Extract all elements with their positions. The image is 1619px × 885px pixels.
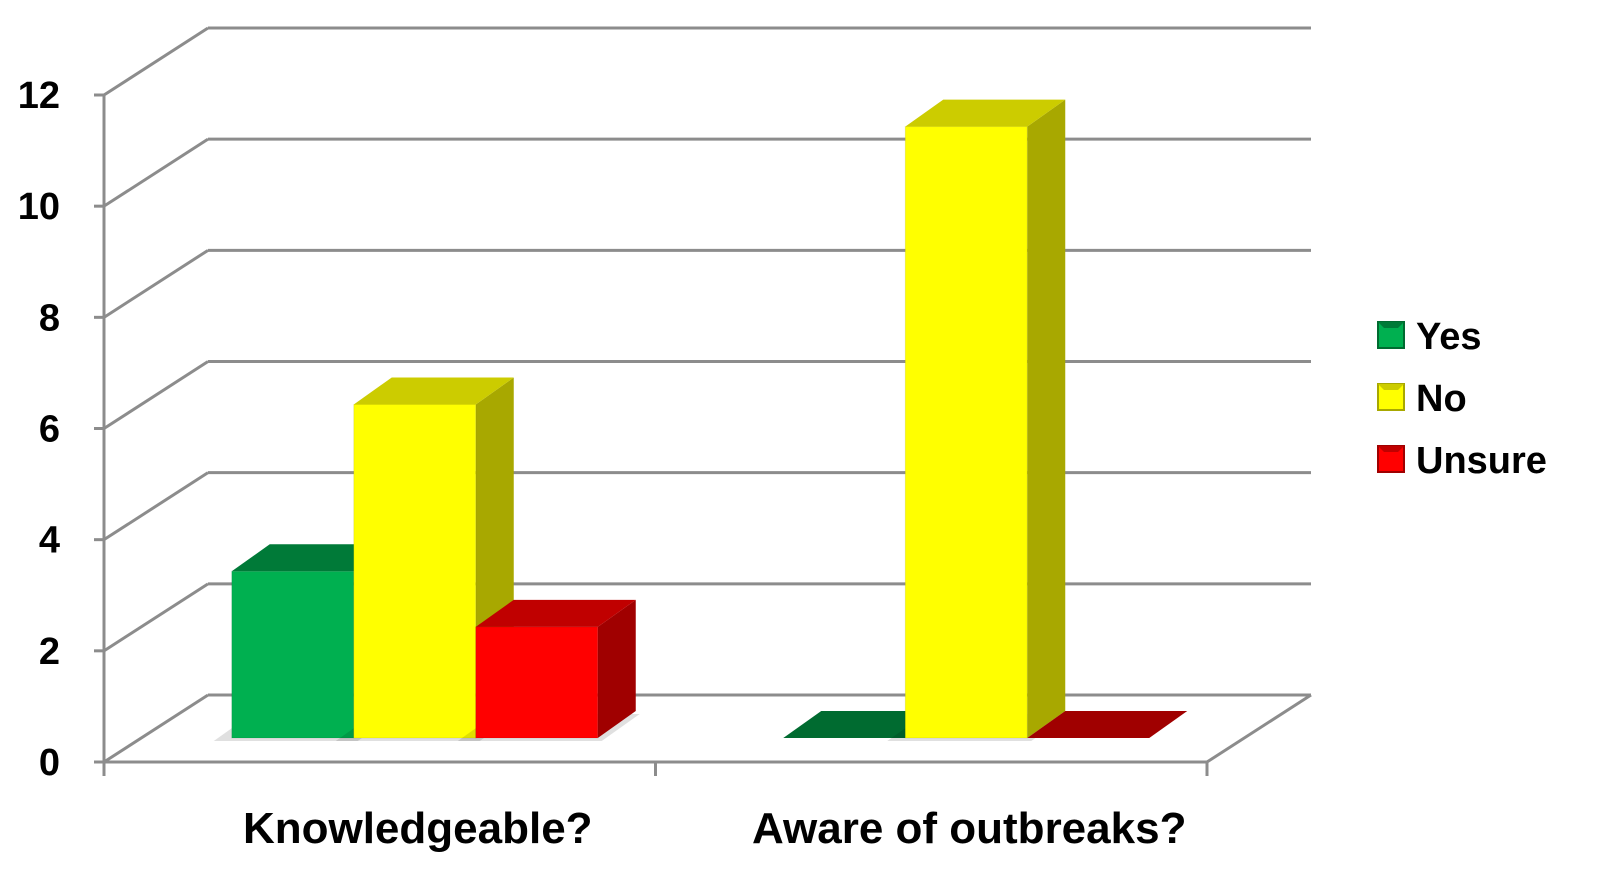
bar-unsure-2	[1027, 711, 1188, 738]
bar-top	[353, 377, 514, 405]
legend-item-no: No	[1377, 378, 1467, 420]
category-labels: Knowledgeable? Aware of outbreaks?	[243, 804, 1187, 853]
bar-front	[475, 626, 599, 739]
y-tick-label: 12	[18, 75, 60, 117]
legend-label: Yes	[1416, 316, 1482, 358]
bar-no-2	[887, 99, 1070, 741]
gridline-diagonal	[103, 471, 209, 541]
bar-front	[231, 570, 355, 739]
gridline-diagonal	[103, 249, 209, 319]
y-tick-label: 0	[39, 742, 60, 784]
gridline-diagonal	[103, 137, 209, 208]
legend-swatch-bevel	[1378, 446, 1404, 452]
bar-top	[1027, 711, 1188, 738]
bar-yes-2	[783, 711, 944, 738]
bar-top	[783, 711, 944, 738]
y-tick-label: 2	[39, 631, 60, 673]
legend-item-yes: Yes	[1377, 316, 1482, 358]
bar-side	[597, 599, 636, 738]
gridline-diagonal	[103, 26, 209, 97]
floor-right-edge	[1206, 693, 1312, 764]
legend: Yes No Unsure	[1377, 316, 1547, 482]
y-tick-label: 8	[39, 297, 60, 339]
y-tick-label: 10	[18, 186, 60, 228]
legend-item-unsure: Unsure	[1377, 440, 1547, 482]
gridline-diagonal	[103, 693, 209, 764]
gridline-diagonal	[103, 360, 209, 430]
legend-swatch-bevel	[1378, 322, 1404, 328]
y-tick-label: 4	[39, 520, 60, 562]
bar-front	[353, 404, 477, 739]
category-label: Knowledgeable?	[243, 804, 593, 853]
bar-unsure-1	[457, 599, 640, 741]
legend-label: Unsure	[1416, 440, 1547, 482]
bar-side	[1027, 99, 1066, 739]
axes	[102, 760, 1209, 776]
gridline-diagonal	[103, 582, 209, 653]
y-tick-label: 6	[39, 409, 60, 451]
y-tick-labels: 0 2 4 6 8 10 12	[18, 75, 104, 784]
bar-top	[231, 544, 392, 572]
bar-top	[475, 599, 636, 627]
category-label: Aware of outbreaks?	[752, 804, 1186, 853]
bar-top	[905, 99, 1066, 127]
bar-front	[904, 126, 1028, 739]
legend-label: No	[1416, 378, 1467, 420]
legend-swatch-bevel	[1378, 384, 1404, 390]
bars	[213, 99, 1188, 741]
